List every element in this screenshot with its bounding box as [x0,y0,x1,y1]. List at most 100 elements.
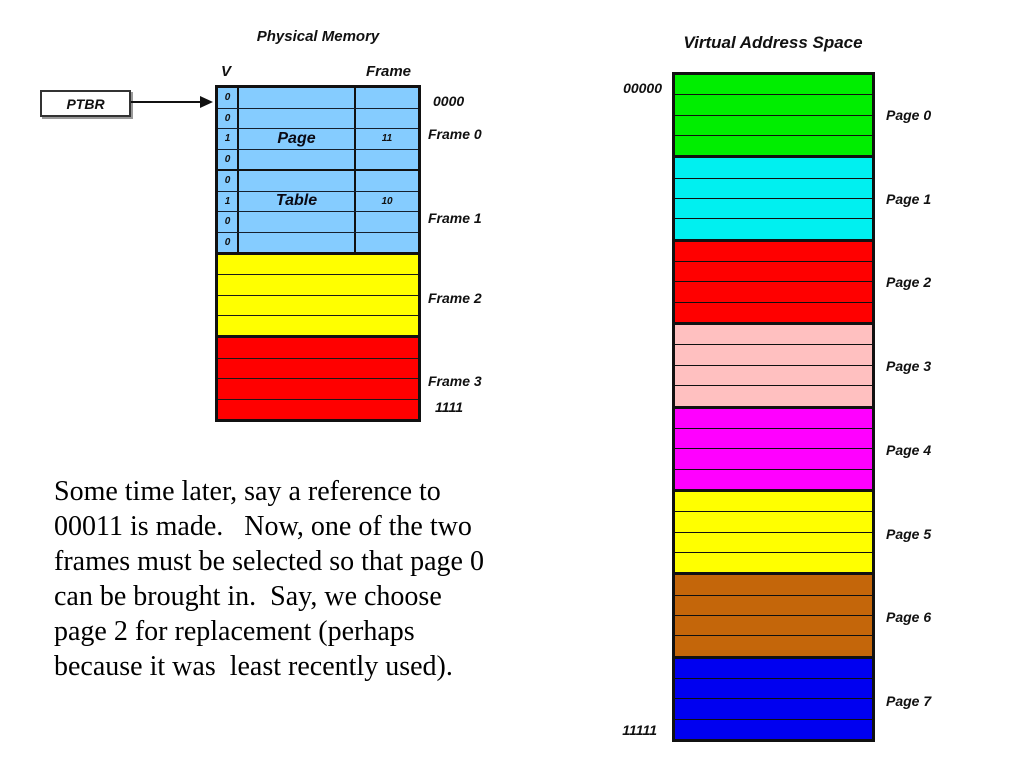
page0-label: Page 0 [886,107,932,123]
virtual-address-space-table [672,72,875,742]
memory-word-row [675,636,872,655]
virtual-address-top: 00000 [623,80,662,96]
ptbr-register-box: PTBR [40,90,131,117]
frame-number [354,88,418,108]
page-table-row: 0 [218,212,418,233]
memory-word-row [675,262,872,283]
frame-number [354,149,418,169]
memory-word-row [675,720,872,739]
memory-word-row [675,429,872,450]
memory-word-row [218,275,418,296]
memory-word-row [675,699,872,720]
valid-bit: 1 [218,129,239,149]
memory-word-row [675,553,872,572]
page-table-entry-text [239,171,354,191]
virtual-address-bottom: 11111 [622,722,657,738]
frame-number [354,212,418,232]
memory-word-row [675,303,872,322]
page-table-row: 0 [218,171,418,192]
physical-address-top: 0000 [433,93,465,109]
page4-label: Page 4 [886,442,932,458]
page-table-row: 1 Page 11 [218,129,418,150]
memory-word-row [675,366,872,387]
valid-bit: 0 [218,88,239,108]
page-table-row: 0 [218,108,418,129]
memory-word-row [218,359,418,379]
page-table-entry-text [239,212,354,232]
valid-bit: 0 [218,232,239,252]
page-table-entry-text [239,88,354,108]
memory-word-row [675,345,872,366]
virtual-page-1 [675,158,872,242]
memory-word-row [675,242,872,263]
valid-bit: 0 [218,149,239,169]
virtual-page-7 [675,658,872,739]
page-table-row: 0 [218,149,418,171]
page7-label: Page 7 [886,693,932,709]
memory-word-row [675,219,872,238]
frame-column-header: Frame [365,63,412,80]
ptbr-label: PTBR [66,95,105,112]
valid-bit: 0 [218,171,239,191]
slide-caption-text: Some time later, say a reference to 0001… [54,476,484,682]
virtual-page-0 [675,75,872,159]
memory-word-row [675,116,872,137]
memory-word-row [675,75,872,96]
frame-number: 11 [354,129,418,149]
memory-word-row [675,199,872,220]
memory-word-row [675,512,872,533]
frame-number [354,171,418,191]
memory-word-row [675,449,872,470]
page1-label: Page 1 [886,191,932,207]
memory-word-row [675,386,872,405]
memory-word-row [218,338,418,359]
memory-word-row [675,158,872,179]
physical-memory-title: Physical Memory [256,28,380,45]
page-table-entry-text [239,150,354,170]
memory-word-row [218,255,418,276]
frame0-label: Frame 0 [428,126,482,142]
valid-bit-column-header: V [220,63,231,80]
frame1-label: Frame 1 [428,210,482,226]
virtual-page-2 [675,241,872,326]
memory-word-row [218,400,418,420]
physical-memory-table: 0 0 1 Page 11 0 0 [215,85,421,422]
memory-word-row [675,136,872,155]
memory-word-row [218,379,418,400]
page-table-row: 1 Table 10 [218,191,418,212]
page5-label: Page 5 [886,526,932,542]
ptbr-arrow-head-icon [200,96,213,108]
frame2-label: Frame 2 [428,290,482,306]
page3-label: Page 3 [886,358,932,374]
page6-label: Page 6 [886,609,932,625]
memory-word-row [675,95,872,116]
page-table-section: 0 0 1 Page 11 0 0 [218,88,418,252]
virtual-page-3 [675,325,872,409]
virtual-page-4 [675,408,872,492]
virtual-address-space-title: Virtual Address Space [683,33,863,52]
frame-number: 10 [354,191,418,211]
memory-word-row [675,470,872,489]
frame-number [354,232,418,252]
page-table-entry-text: Table [275,192,318,210]
valid-bit: 0 [218,212,239,232]
memory-word-row [675,659,872,679]
memory-word-row [675,533,872,553]
page2-label: Page 2 [886,274,932,290]
page-table-row: 0 [218,232,418,252]
physical-address-bottom: 1111 [435,399,464,415]
ptbr-arrow-line [131,101,202,103]
frame3-section [218,335,418,419]
memory-word-row [675,179,872,200]
virtual-page-5 [675,491,872,576]
memory-word-row [675,325,872,346]
memory-word-row [675,616,872,637]
valid-bit: 0 [218,108,239,128]
memory-word-row [675,679,872,700]
virtual-page-6 [675,575,872,659]
frame2-section [218,252,418,335]
memory-word-row [675,492,872,513]
memory-word-row [218,296,418,316]
frame-number [354,108,418,128]
